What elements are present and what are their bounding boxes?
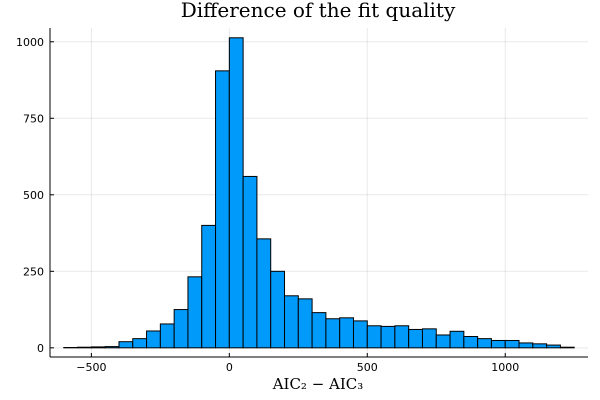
histogram-bar — [408, 328, 423, 349]
histogram-bar — [90, 346, 106, 349]
histogram-bar — [490, 339, 506, 349]
axes-layer — [49, 28, 588, 358]
histogram-bar — [284, 295, 299, 349]
histogram-bar — [311, 312, 327, 349]
histogram-bar — [173, 309, 189, 349]
histogram-bar — [325, 318, 341, 349]
histogram-bar — [421, 328, 437, 349]
y-tick-label: 250 — [23, 265, 44, 278]
histogram-bar — [477, 338, 492, 349]
histogram-bar — [546, 344, 561, 349]
x-tick-label: −500 — [76, 361, 106, 374]
histogram-bar — [146, 330, 161, 349]
histogram-bar — [228, 37, 244, 349]
histogram-bar — [215, 70, 230, 349]
histogram-bar — [104, 346, 120, 349]
grid-layer — [50, 28, 588, 357]
y-tick-label: 0 — [37, 342, 44, 355]
histogram-bar — [159, 323, 175, 349]
histogram-bar — [532, 343, 548, 349]
histogram-bar — [366, 325, 382, 349]
histogram-bar — [256, 238, 272, 349]
histogram-bar — [449, 330, 465, 349]
bars-layer — [63, 37, 575, 349]
histogram-bar — [352, 320, 368, 349]
y-tick-label: 750 — [23, 112, 44, 125]
x-tick-label: 1000 — [491, 361, 519, 374]
histogram-bar — [504, 339, 520, 349]
histogram-bar — [270, 270, 286, 349]
histogram-bar — [297, 298, 313, 349]
histogram-bar — [559, 346, 575, 349]
histogram-bar — [77, 346, 92, 349]
histogram-bar — [339, 317, 354, 349]
histogram-bar — [118, 341, 134, 349]
x-tick-label: 500 — [357, 361, 378, 374]
histogram-bar — [380, 325, 396, 349]
histogram-bar — [518, 342, 534, 349]
x-tick-label: 0 — [226, 361, 233, 374]
histogram-bar — [201, 224, 217, 349]
histogram-bar — [242, 175, 258, 349]
y-tick-label: 500 — [23, 189, 44, 202]
histogram-bar — [132, 338, 148, 349]
ticks-layer: −500 0 500 1000 0 250 500 750 1000 — [16, 36, 519, 374]
histogram-bar — [463, 335, 479, 349]
x-axis-label: AIC₂ − AIC₃ — [272, 375, 364, 393]
histogram-bar — [435, 334, 451, 349]
chart-title: Difference of the fit quality — [181, 0, 456, 22]
histogram-bar — [187, 276, 203, 349]
y-tick-label: 1000 — [16, 36, 44, 49]
histogram-bar — [394, 325, 410, 349]
